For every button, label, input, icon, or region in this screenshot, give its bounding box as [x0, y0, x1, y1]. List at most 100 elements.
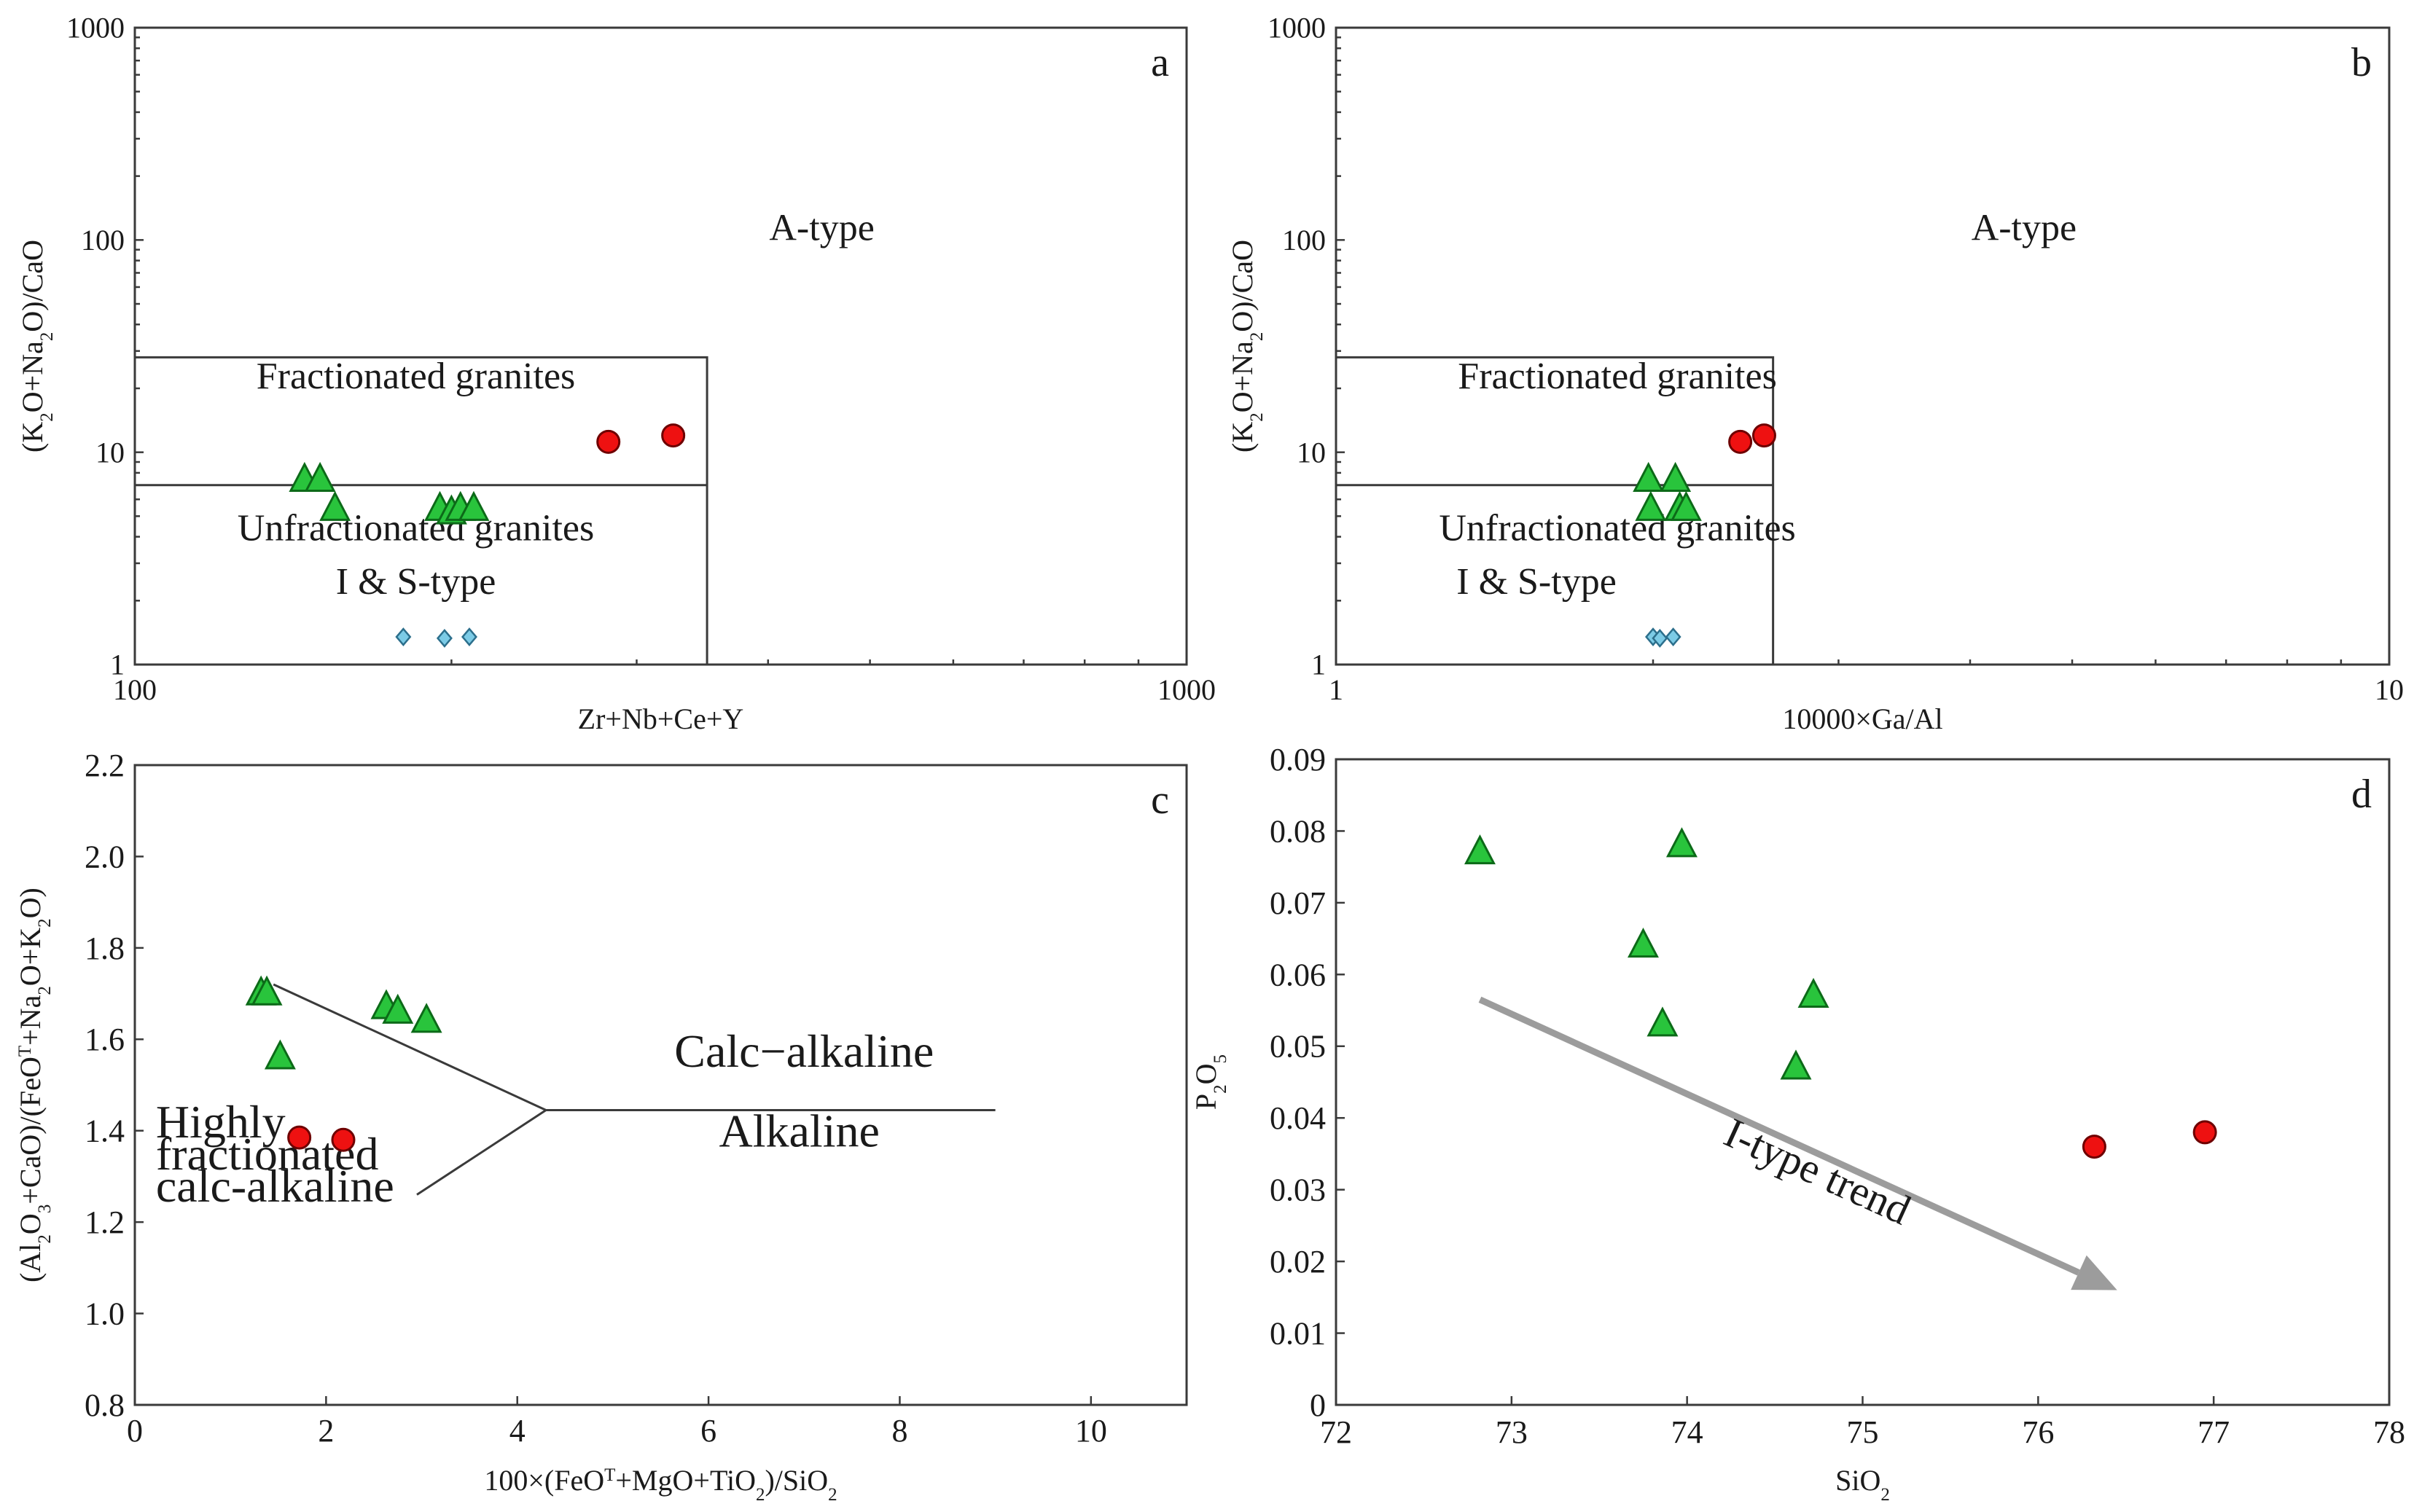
panel-letter: a: [1151, 40, 1169, 85]
x-tick-label: 10: [1075, 1413, 1107, 1449]
panel-b: 1 10 1 10 100 1000 10000×Ga/Al (K2O+Na2O)/CaO b A…: [1226, 12, 2404, 735]
diamond-point: [1665, 627, 1681, 646]
x-tick-label: 72: [1320, 1414, 1352, 1450]
panel-d: 72 73 74 75 76 77 78 0 0.01 0.02 0.03 0.04 0.05 0.06 0…: [1190, 742, 2405, 1505]
x-tick-label: 75: [1847, 1414, 1879, 1450]
y-tick-label: 0: [1310, 1387, 1326, 1423]
field-label-i-s-type: I & S-type: [336, 561, 496, 603]
field-label-calc-alkaline: Calc−alkaline: [674, 1025, 934, 1077]
diamond-point: [436, 628, 453, 648]
y-tick-label: 0.06: [1270, 957, 1326, 992]
field-label-fractionated-granites: Fractionated granites: [1458, 356, 1777, 397]
triangle-point: [1660, 461, 1692, 492]
y-tick-label: 0.01: [1270, 1316, 1326, 1352]
y-tick-label: 0.03: [1270, 1172, 1326, 1208]
trend-label: I-type trend: [1717, 1108, 1918, 1234]
plot-frame: [1335, 26, 2391, 666]
triangle-point: [1797, 977, 1829, 1008]
blue-diamond-samples: [1644, 627, 1681, 648]
y-axis-label: (K2O+Na2O)/CaO: [16, 240, 57, 453]
x-tick-label: 1: [1329, 673, 1343, 706]
x-tick-label: 6: [700, 1413, 716, 1449]
triangle-point: [1780, 1049, 1812, 1080]
triangle-point: [382, 993, 414, 1024]
field-label-unfractionated-granites: Unfractionated granites: [1439, 507, 1795, 549]
circle-point: [1728, 429, 1753, 454]
triangle-point: [458, 490, 490, 521]
x-tick-label: 0: [127, 1413, 143, 1449]
triangle-point: [264, 1039, 296, 1070]
fractionated-unfractionated-box: [135, 356, 708, 665]
y-tick-label: 0.04: [1270, 1100, 1326, 1136]
x-tick-label: 73: [1496, 1414, 1528, 1450]
field-label-alkaline: Alkaline: [719, 1105, 880, 1157]
green-triangle-samples: [1633, 461, 1702, 521]
field-label-i-s-type: I & S-type: [1456, 561, 1617, 603]
plot-frame: [1335, 758, 2391, 1406]
x-axis-label: SiO2: [1835, 1464, 1890, 1505]
plot-frame: [133, 26, 1188, 666]
panel-letter: b: [2351, 40, 2372, 85]
plot-frame: [133, 764, 1188, 1406]
panel-a: 100 1000 1 10 100 1000 Zr+Nb+Ce+Y (K2O+Na2O)/Ca…: [16, 12, 1216, 735]
x-tick-label: 1000: [1157, 673, 1216, 706]
y-tick-label: 1: [1311, 649, 1326, 681]
y-axis-label: P2O5: [1190, 1054, 1230, 1110]
triangle-point: [1635, 490, 1667, 521]
triangle-point: [319, 490, 351, 521]
circle-point: [661, 423, 686, 448]
y-tick-label: 10: [95, 436, 125, 469]
triangle-point: [1627, 928, 1659, 958]
y-tick-label: 2.0: [85, 839, 125, 874]
x-tick-label: 78: [2373, 1414, 2405, 1450]
y-tick-label: 10: [1297, 436, 1326, 469]
circle-point: [1751, 423, 1776, 448]
y-tick-label: 1: [110, 649, 125, 681]
diamond-point: [395, 627, 412, 646]
field-label-a-type: A-type: [1972, 207, 2077, 248]
panel-letter: c: [1151, 777, 1169, 823]
x-tick-label: 4: [509, 1413, 526, 1449]
field-label-highly: Highly: [156, 1096, 286, 1148]
x-tick-label: 74: [1671, 1414, 1703, 1450]
green-triangle-samples: [245, 975, 442, 1070]
fractionated-unfractionated-box: [1336, 356, 1775, 665]
y-tick-label: 1.2: [85, 1204, 125, 1240]
x-tick-label: 10: [2375, 673, 2404, 706]
circle-point: [331, 1127, 356, 1152]
y-tick-label: 0.8: [85, 1387, 125, 1423]
lower-boundary: [416, 1109, 547, 1196]
circle-point: [2192, 1120, 2217, 1145]
y-tick-label: 100: [1282, 224, 1326, 256]
y-tick-label: 1.6: [85, 1022, 125, 1057]
x-tick-label: 77: [2198, 1414, 2230, 1450]
diamond-point: [461, 627, 477, 646]
circle-point: [596, 429, 621, 454]
y-tick-label: 1.8: [85, 931, 125, 966]
triangle-point: [251, 975, 283, 1006]
y-tick-label: 0.08: [1270, 813, 1326, 849]
panel-c: 0 2 4 6 8 10 0.8 1.0 1.2 1.4 1.6 1.8 2.0 2.2 100×(FeOT…: [14, 748, 1188, 1505]
y-tick-label: 100: [81, 224, 125, 256]
x-tick-label: 8: [891, 1413, 907, 1449]
x-tick-label: 2: [318, 1413, 334, 1449]
circle-point: [287, 1125, 312, 1150]
field-label-fractionated-granites: Fractionated granites: [257, 356, 576, 397]
field-label-unfractionated-granites: Unfractionated granites: [238, 507, 594, 549]
y-axis-label: (Al2O3+CaO)/(FeOT+Na2O+K2O): [14, 888, 55, 1282]
y-axis-label: (K2O+Na2O)/CaO: [1226, 240, 1267, 453]
green-triangle-samples: [1464, 827, 1829, 1080]
triangle-point: [1647, 1006, 1679, 1037]
triangle-point: [1464, 834, 1496, 865]
triangle-point: [1633, 461, 1665, 492]
y-tick-label: 2.2: [85, 748, 125, 783]
red-circle-samples: [596, 423, 686, 454]
red-circle-samples: [1728, 423, 1776, 454]
red-circle-samples: [2082, 1120, 2217, 1159]
y-tick-label: 0.02: [1270, 1244, 1326, 1280]
circle-point: [2082, 1135, 2106, 1159]
y-tick-label: 0.09: [1270, 742, 1326, 777]
trend-arrow-shaft: [1478, 996, 2080, 1276]
x-tick-label: 100: [113, 673, 157, 706]
